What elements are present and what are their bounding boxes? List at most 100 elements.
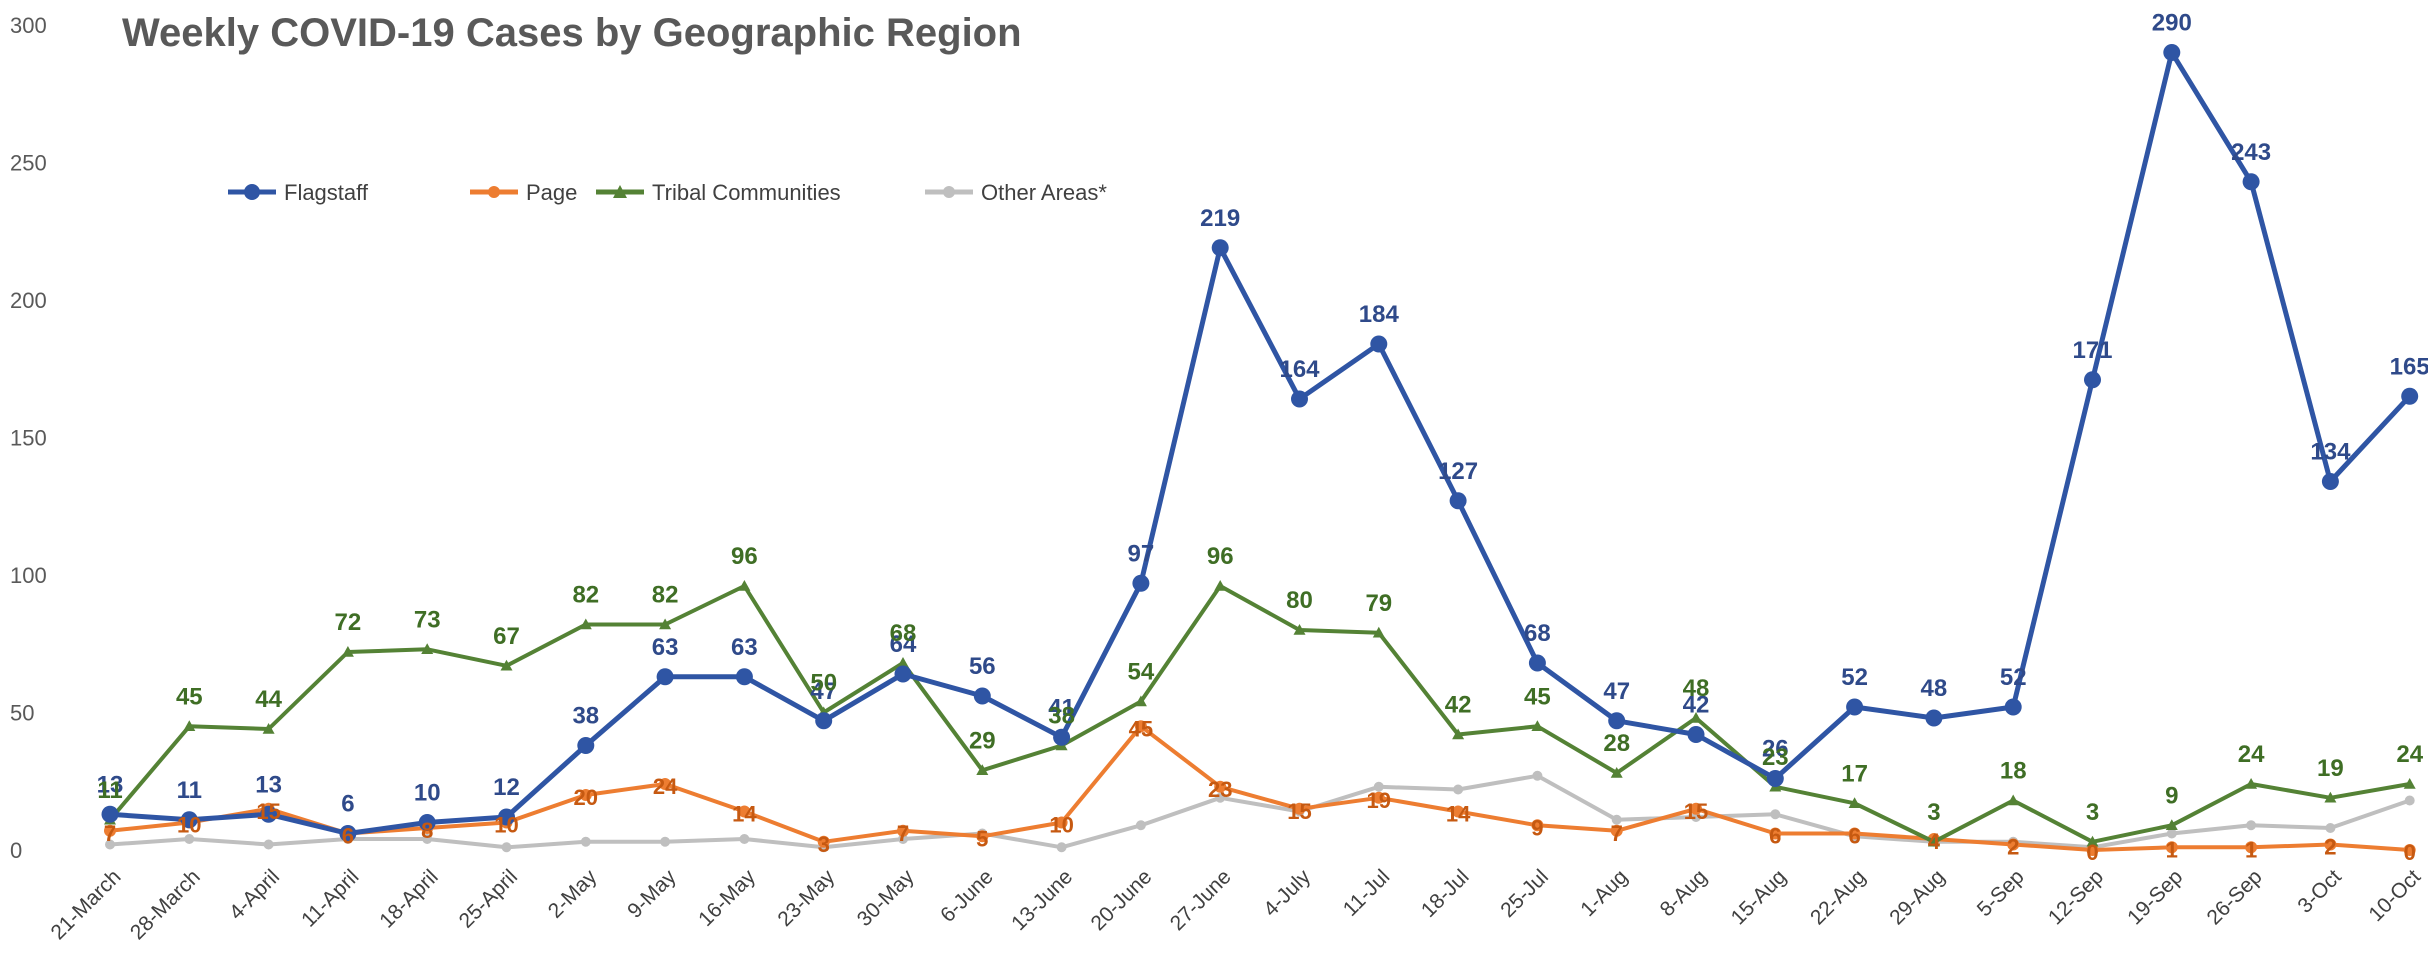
data-point — [1848, 797, 1861, 809]
data-label: 19 — [1367, 788, 1391, 813]
data-label: 9 — [2165, 782, 2178, 809]
legend-marker — [488, 186, 500, 198]
data-label: 2 — [2007, 835, 2019, 860]
data-point — [1766, 770, 1784, 787]
data-point — [2086, 844, 2099, 856]
data-point — [577, 737, 595, 754]
data-point — [1134, 695, 1147, 707]
data-point — [2403, 844, 2416, 856]
data-point — [1215, 792, 1226, 803]
data-point — [1291, 390, 1308, 408]
legend: Flagstaff Page Tribal Communities Other Are… — [228, 180, 1107, 205]
x-axis: 21-March 28-March 4-April 11-April 18-April 2… — [47, 865, 2426, 944]
data-point — [2245, 778, 2258, 789]
data-point — [1531, 819, 1544, 832]
data-label: 9 — [1531, 815, 1543, 840]
x-tick-label: 10-Oct — [2364, 865, 2425, 926]
data-label: 184 — [1359, 301, 1400, 328]
data-point — [422, 834, 433, 844]
data-label: 23 — [1208, 777, 1232, 802]
data-label: 67 — [493, 623, 520, 650]
data-point — [2007, 838, 2020, 851]
x-tick-label: 18-Jul — [1417, 865, 1474, 922]
data-point — [735, 668, 753, 686]
data-point — [1452, 728, 1465, 740]
data-label: 5 — [976, 826, 988, 851]
data-point — [1687, 726, 1705, 743]
data-label: 23 — [1762, 744, 1789, 771]
data-label: 11 — [177, 777, 202, 804]
data-point — [817, 835, 830, 848]
x-tick-label: 28-March — [126, 865, 205, 944]
data-point — [1132, 574, 1150, 592]
data-point — [1769, 827, 1782, 840]
data-point — [2325, 823, 2336, 833]
data-point — [1373, 781, 1384, 792]
data-label: 80 — [1286, 587, 1313, 614]
data-label: 44 — [255, 686, 282, 713]
data-point — [1211, 239, 1229, 257]
x-tick-label: 3-Oct — [2293, 865, 2346, 918]
data-point — [659, 778, 672, 790]
series-line — [108, 584, 2412, 844]
data-point — [660, 836, 671, 847]
data-label: 3 — [1927, 799, 1940, 826]
data-point — [1055, 816, 1068, 829]
data-point — [104, 824, 116, 837]
data-label: 6 — [1769, 824, 1781, 849]
data-point — [2166, 828, 2177, 839]
y-tick-label: 200 — [10, 288, 47, 313]
data-label: 42 — [1683, 692, 1710, 719]
series-line — [108, 773, 2412, 850]
x-tick-label: 4-April — [225, 865, 284, 924]
data-label: 290 — [2152, 10, 2192, 37]
data-label: 96 — [1207, 543, 1234, 570]
data-label: 24 — [2238, 741, 2265, 768]
data-point — [1449, 492, 1467, 510]
data-label: 47 — [1603, 678, 1630, 705]
data-point — [1135, 820, 1146, 831]
data-label: 45 — [1129, 716, 1153, 741]
x-tick-label: 21-March — [47, 865, 126, 944]
data-point — [1610, 767, 1623, 778]
data-label: 52 — [2000, 664, 2027, 691]
data-label: 82 — [652, 582, 679, 609]
data-label: 72 — [335, 609, 362, 636]
data-point — [1134, 720, 1147, 733]
data-label: 10 — [494, 813, 518, 838]
x-tick-label: 9-May — [623, 865, 681, 923]
x-tick-label: 20-June — [1087, 865, 1157, 935]
data-point — [2165, 841, 2178, 854]
data-point — [815, 712, 833, 730]
legend-marker — [613, 185, 627, 198]
data-label: 164 — [1279, 356, 1320, 383]
data-label: 42 — [1445, 692, 1472, 719]
data-point — [1770, 809, 1781, 820]
data-label: 13 — [255, 771, 282, 798]
data-label: 68 — [890, 620, 917, 647]
data-point — [260, 805, 278, 823]
x-tick-label: 16-May — [694, 865, 760, 931]
x-tick-label: 25-April — [455, 865, 522, 932]
data-label: 165 — [2390, 353, 2428, 380]
data-label: 28 — [1603, 730, 1630, 757]
data-label: 2 — [2324, 835, 2336, 860]
data-label: 24 — [653, 774, 678, 799]
data-label: 0 — [2404, 840, 2416, 865]
data-label: 7 — [104, 821, 116, 846]
x-tick-label: 11-April — [297, 865, 363, 931]
data-point — [105, 839, 115, 850]
data-point — [2246, 820, 2257, 831]
x-tick-label: 1-Aug — [1576, 865, 1632, 921]
data-point — [1214, 580, 1227, 591]
x-tick-label: 12-Sep — [2044, 865, 2108, 929]
data-point — [184, 834, 195, 844]
data-label: 171 — [2072, 337, 2112, 364]
data-label: 63 — [652, 634, 679, 661]
data-point — [2404, 795, 2415, 806]
data-label: 6 — [1848, 824, 1860, 849]
data-label: 45 — [1524, 683, 1551, 710]
data-point — [341, 646, 354, 657]
